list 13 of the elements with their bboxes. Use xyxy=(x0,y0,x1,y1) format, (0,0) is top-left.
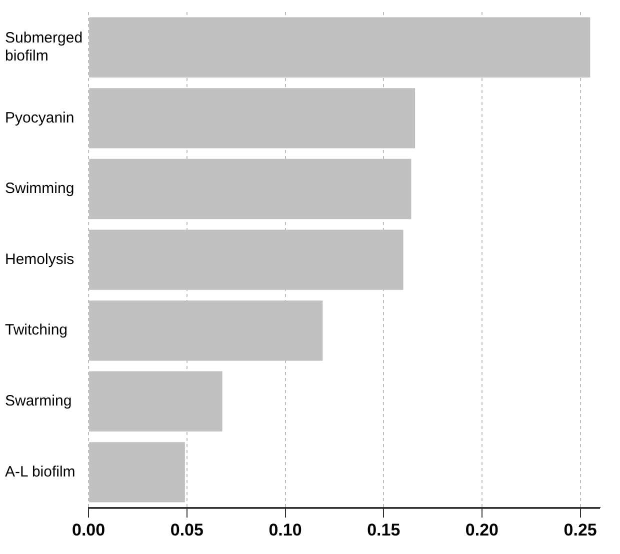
x-tick-label: 0.25 xyxy=(564,520,597,540)
y-tick-label: Submerged biofilm xyxy=(5,30,83,65)
x-tick-label: 0.05 xyxy=(170,520,204,540)
y-tick-label: Twitching xyxy=(5,322,68,339)
y-tick-label: Swimming xyxy=(5,180,74,198)
x-tick-label: 0.20 xyxy=(465,520,499,540)
y-tick-label: Pyocyanin xyxy=(5,109,74,126)
y-tick-label: A-L biofilm xyxy=(5,463,76,480)
y-tick-label: Hemolysis xyxy=(5,250,74,268)
y-tick-label: Swarming xyxy=(5,392,72,410)
x-tick-label: 0.15 xyxy=(367,520,400,540)
x-tick-label: 0.00 xyxy=(72,520,106,540)
x-tick-label: 0.10 xyxy=(268,520,302,540)
